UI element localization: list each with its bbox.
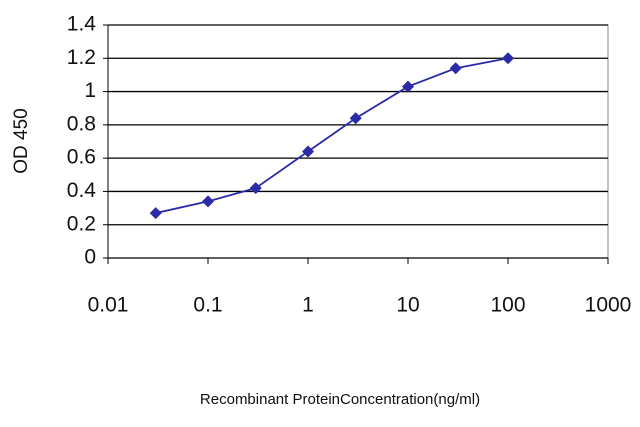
y-tick-label: 0.2 <box>67 212 96 235</box>
y-tick-label: 0.6 <box>67 146 96 169</box>
x-tick-label: 1000 <box>585 294 632 317</box>
x-tick-label: 1 <box>302 294 314 317</box>
y-tick-label: 0.4 <box>67 179 97 202</box>
data-point <box>449 62 462 75</box>
x-tick-label: 10 <box>396 294 419 317</box>
y-tick-label: 1 <box>84 79 96 102</box>
x-tick-label: 100 <box>490 294 525 317</box>
data-point <box>202 195 214 208</box>
y-tick-label: 0.8 <box>67 112 96 135</box>
x-axis-label: Recombinant ProteinConcentration(ng/ml) <box>200 391 480 408</box>
plot-area <box>107 24 609 259</box>
data-line <box>155 57 509 214</box>
y-tick-label: 1.2 <box>67 46 96 69</box>
data-point <box>302 145 314 158</box>
y-axis-label: OD 450 <box>11 108 32 173</box>
x-tick-label: 0.01 <box>88 294 129 317</box>
data-point <box>402 80 414 93</box>
data-point <box>502 52 514 65</box>
y-tick-label: 1.4 <box>67 13 97 36</box>
data-point <box>149 207 162 220</box>
data-point <box>349 112 362 125</box>
data-point <box>249 182 262 195</box>
x-tick-label: 0.1 <box>193 294 222 317</box>
y-tick-label: 0 <box>84 246 96 269</box>
